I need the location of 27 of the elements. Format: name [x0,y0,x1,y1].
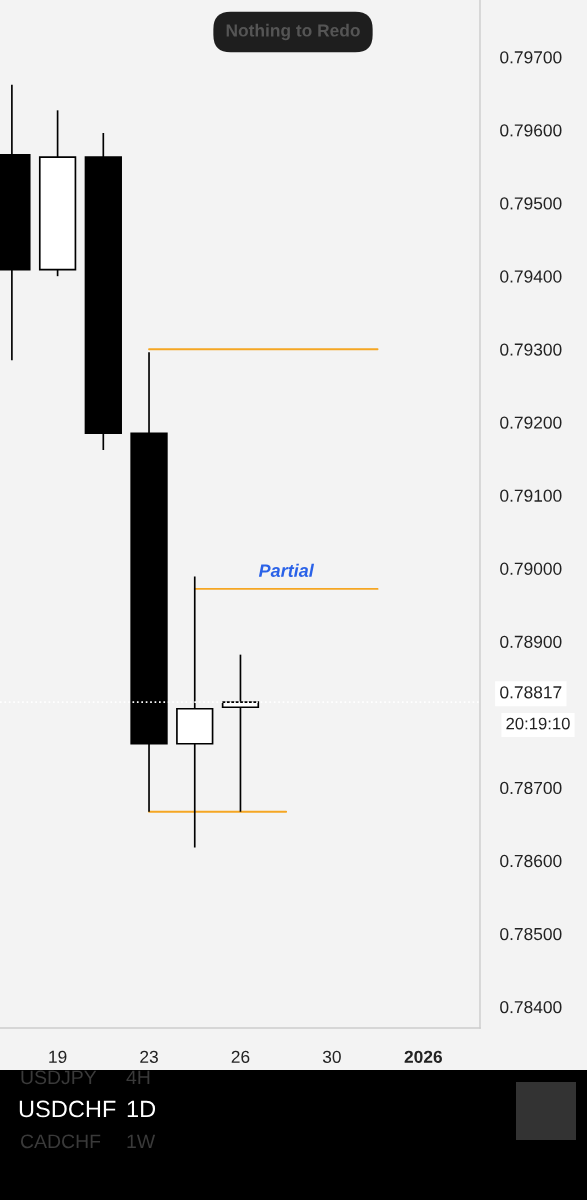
annotation: Partial [258,563,315,577]
y-tick-label: 0.78700 [500,781,562,795]
y-tick-label: 0.79300 [500,343,562,356]
text: 1W [127,1134,156,1149]
text: 1D [127,1100,156,1118]
y-tick-label: 0.79400 [500,270,562,283]
y-tick-label: 0.79600 [500,124,562,137]
x-tick-label: 26 [231,1050,250,1063]
y-tick-label: 0.79500 [500,197,562,210]
y-tick-label: 0.78600 [500,854,562,868]
text: USDCHF [19,1100,116,1118]
y-tick-label: 0.78400 [500,1000,562,1014]
y-tick-label: 0.79200 [500,416,562,429]
text: 20:19:10 [506,717,570,730]
y-tick-label: 0.79100 [500,489,562,502]
text: USDJPY [21,1070,97,1085]
y-tick-label: 0.79000 [500,562,562,575]
ref-line-label: 0.78817 [500,686,562,699]
y-tick-label: 0.79700 [500,51,562,64]
text: CADCHF [20,1134,101,1149]
y-tick-label: 0.78900 [500,635,562,648]
x-tick-label: 2026 [404,1050,442,1063]
x-tick-label: 23 [140,1050,158,1063]
x-tick-label: 19 [49,1050,67,1063]
y-tick-label: 0.78500 [500,927,562,941]
text: 4H [126,1070,150,1085]
x-tick-label: 30 [322,1050,341,1063]
